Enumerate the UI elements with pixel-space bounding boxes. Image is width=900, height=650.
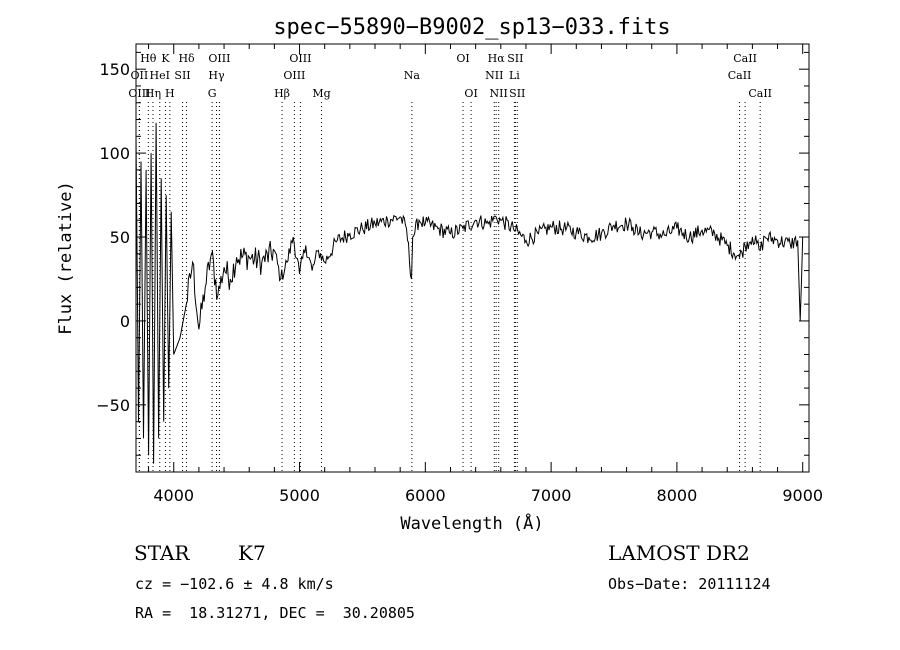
line-label: Li <box>509 69 520 82</box>
line-label: Hα <box>488 52 506 65</box>
line-label: Hθ <box>140 52 157 65</box>
line-label: Hβ <box>274 87 290 100</box>
flux-series-line <box>135 122 804 464</box>
line-label: SII <box>174 69 190 82</box>
line-label: OIII <box>208 52 230 65</box>
x-tick-label: 4000 <box>153 486 194 505</box>
y-tick-label: 0 <box>120 312 130 331</box>
x-tick-label: 7000 <box>531 486 572 505</box>
x-tick-label: 8000 <box>657 486 698 505</box>
line-label: H <box>165 87 175 100</box>
x-tick-label: 6000 <box>405 486 446 505</box>
line-label: OI <box>464 87 477 100</box>
line-label: G <box>208 87 217 100</box>
line-label: OIII <box>283 69 305 82</box>
line-label: Mg <box>312 87 330 100</box>
line-label: CaII <box>733 52 757 65</box>
y-tick-label: 100 <box>99 144 130 163</box>
class-label: STAR <box>134 541 190 565</box>
line-label: Hδ <box>178 52 195 65</box>
line-label: K <box>161 52 170 65</box>
emission-lines-layer: Hθ OII OIII K HeI Hη SII H Hδ OIII Hγ G OIII OIII Hβ Mg… <box>128 52 772 472</box>
x-axis-label: Wavelength (Å) <box>400 512 543 534</box>
subclass-label: K7 <box>238 541 266 565</box>
line-label: OIII <box>128 87 150 100</box>
line-label: SII <box>507 52 523 65</box>
series-layer <box>135 122 804 464</box>
axes-layer: 4000 5000 6000 7000 8000 9000 −50 0 50 100 150 <box>96 44 823 505</box>
x-tick-label: 9000 <box>782 486 823 505</box>
plot-frame <box>135 43 810 473</box>
y-tick-label: 150 <box>99 60 130 79</box>
line-label: OIII <box>289 52 311 65</box>
line-label: Na <box>404 69 421 82</box>
chart-title: spec−55890−B9002_sp13−033.fits <box>273 15 670 40</box>
survey-label: LAMOST DR2 <box>608 541 750 565</box>
coordinates: RA = 18.31271, DEC = 30.20805 <box>135 604 415 622</box>
line-label: HeI <box>150 69 170 82</box>
y-tick-label: 50 <box>110 228 130 247</box>
line-label: NII <box>485 69 503 82</box>
x-tick-label: 5000 <box>279 486 320 505</box>
line-label: SII <box>509 87 525 100</box>
redshift-line: cz = −102.6 ± 4.8 km/s <box>135 575 334 593</box>
line-label: CaII <box>728 69 752 82</box>
line-label: Hγ <box>208 69 225 82</box>
line-label: CaII <box>748 87 772 100</box>
line-label: OII <box>131 69 149 82</box>
y-axis-label: Flux (relative) <box>56 181 76 335</box>
obs-date: Obs−Date: 20111124 <box>608 575 771 593</box>
line-label: OI <box>456 52 469 65</box>
line-label: Hη <box>145 87 161 100</box>
line-label: NII <box>490 87 508 100</box>
y-tick-label: −50 <box>96 396 130 415</box>
